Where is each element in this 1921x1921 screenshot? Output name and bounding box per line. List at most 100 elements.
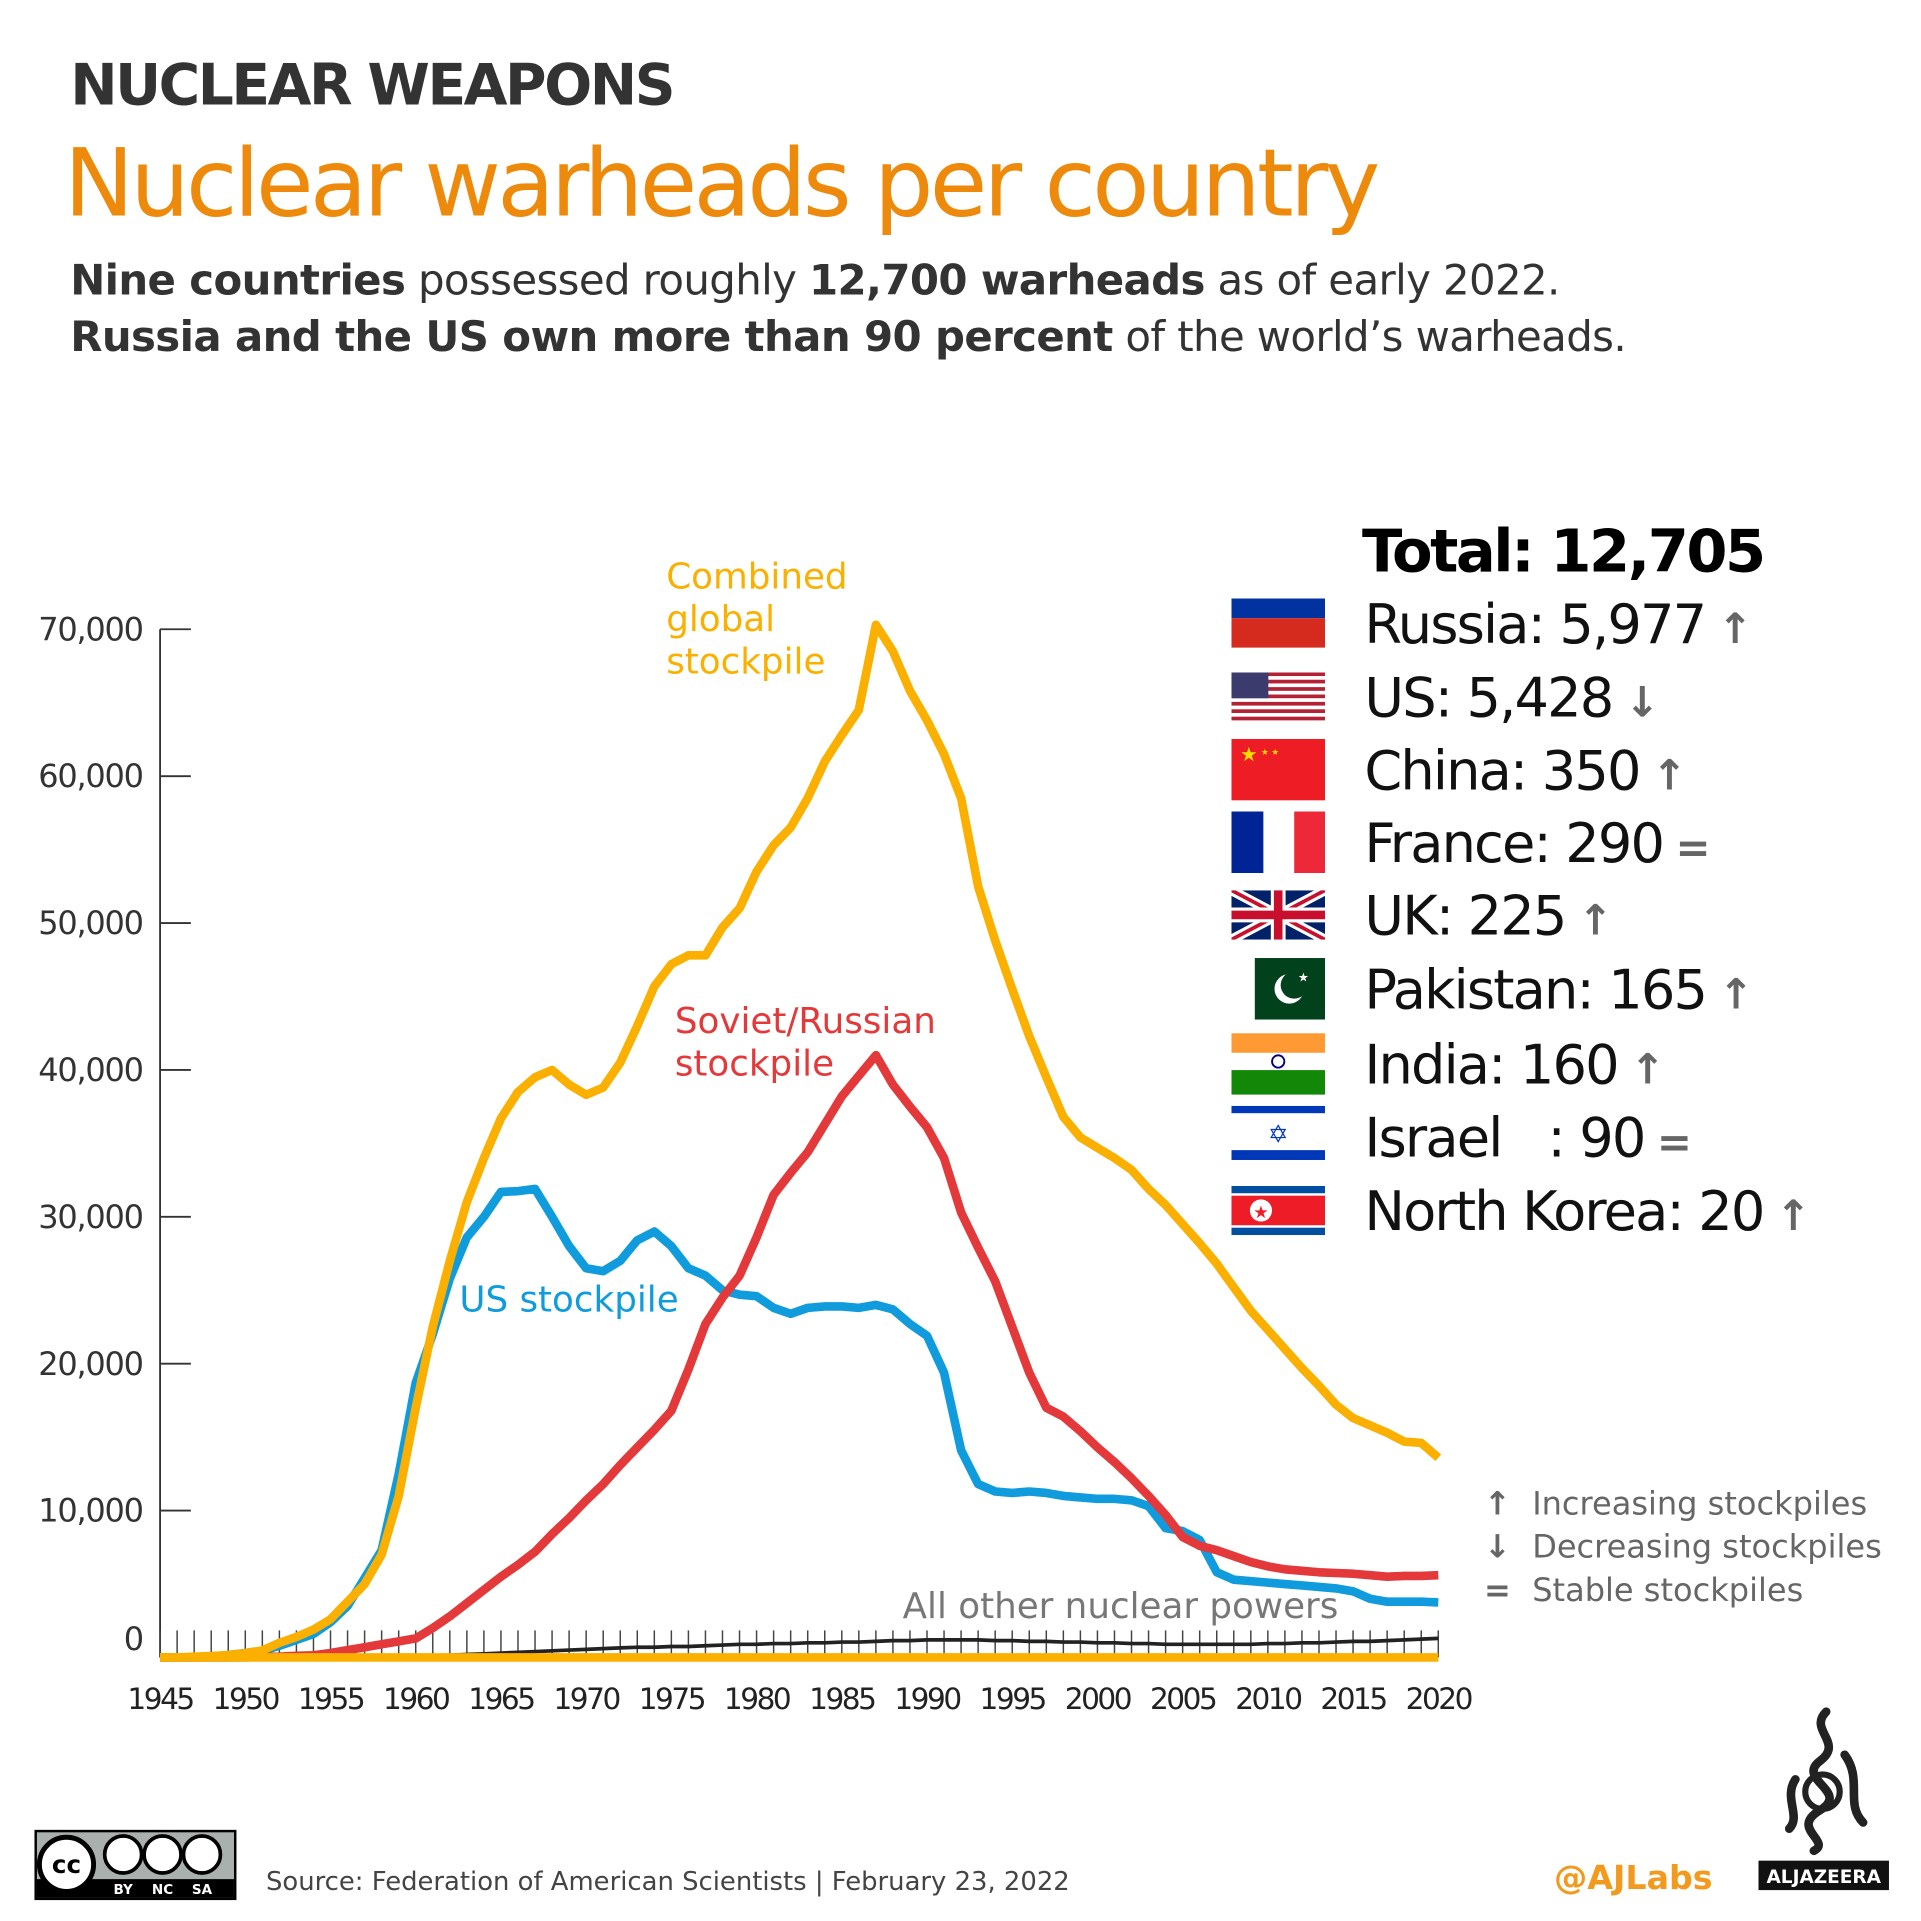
description-line-2: Russia and the US own more than 90 perce… (70, 313, 1626, 362)
x-tick-label: 1945 (127, 1682, 193, 1716)
india-flag-icon (1231, 1033, 1325, 1099)
x-tick-label: 1960 (383, 1682, 449, 1716)
series-label: Soviet/Russian (675, 1001, 936, 1042)
series-label: US stockpile (459, 1279, 678, 1320)
x-tick-label: 1965 (468, 1682, 534, 1716)
israel-flag-icon: ✡ (1231, 1105, 1325, 1172)
series-label: global (666, 599, 775, 640)
legend-row: ★ Pakistan: 165 ↑ (1231, 957, 1754, 1026)
legend-row-label: France: 290 = (1364, 812, 1710, 876)
x-tick-label: 1985 (809, 1682, 875, 1716)
trend-up-icon: ↑ (1775, 1192, 1811, 1242)
legend-row: ★ North Korea: 20 ↑ (1231, 1178, 1811, 1247)
y-tick-label: 70,000 (38, 610, 143, 648)
russia-flag-icon (1231, 598, 1325, 652)
series-line-combined-global-stockpile (160, 620, 1442, 1662)
creative-commons-badge: cc BY NC SA (34, 1829, 237, 1901)
y-tick-label: 20,000 (38, 1345, 143, 1383)
svg-text:✡: ✡ (1268, 1120, 1289, 1149)
legend-row-label: Israel : 90 = (1364, 1107, 1692, 1170)
description-run: Russia and the US own more than 90 perce… (70, 312, 1113, 363)
legend-row-label: North Korea: 20 ↑ (1364, 1181, 1811, 1244)
description-run: as of early 2022. (1204, 256, 1561, 306)
legend-row-label: China: 350 ↑ (1364, 740, 1687, 803)
key-symbol-icon: = (1483, 1572, 1511, 1610)
uk-flag-icon (1231, 890, 1325, 944)
pakistan-flag-icon: ★ (1231, 958, 1325, 1024)
trend-stable-icon: = (1675, 823, 1710, 874)
key-label: Increasing stockpiles (1522, 1486, 1868, 1524)
svg-text:★ ★: ★ ★ (1261, 748, 1279, 758)
x-tick-label: 1975 (639, 1682, 705, 1716)
x-tick-label: 2020 (1406, 1682, 1472, 1716)
country-count: US: 5,428 (1364, 667, 1614, 731)
svg-text:SA: SA (192, 1882, 213, 1898)
us-flag-icon (1231, 672, 1325, 726)
y-tick-label: 50,000 (38, 904, 143, 942)
svg-text:★: ★ (1240, 743, 1258, 766)
legend-row: ✡ Israel : 90 = (1231, 1105, 1692, 1174)
trend-up-icon: ↑ (1717, 604, 1753, 654)
cc-license-icon: cc BY NC SA (36, 1832, 234, 1898)
svg-text:NC: NC (152, 1882, 173, 1898)
series-label: stockpile (675, 1044, 834, 1085)
series-line-soviet-russian-stockpile (160, 1050, 1439, 1662)
country-count: UK: 225 (1364, 885, 1567, 949)
x-tick-label: 1955 (298, 1682, 364, 1716)
description-run: possessed roughly (405, 256, 810, 306)
legend-total: Total: 12,705 (1361, 517, 1766, 587)
key-item: ↓ Decreasing stockpiles (1473, 1529, 1882, 1566)
svg-text:BY: BY (113, 1882, 133, 1898)
legend-row-label: UK: 225 ↑ (1364, 885, 1613, 949)
country-count: India: 160 (1364, 1034, 1619, 1098)
legend-row: Russia: 5,977 ↑ (1231, 591, 1753, 660)
key-symbol-icon: ↑ (1483, 1486, 1511, 1524)
key-label: Decreasing stockpiles (1522, 1529, 1882, 1567)
y-tick-label: 10,000 (38, 1492, 143, 1530)
svg-text:★: ★ (1298, 970, 1309, 984)
key-item: ↑ Increasing stockpiles (1473, 1486, 1867, 1523)
description-run: 12,700 warheads (809, 256, 1205, 306)
china-flag-icon: ★ ★ ★ (1231, 738, 1325, 805)
page-title: Nuclear warheads per country (64, 128, 1380, 238)
key-symbol-icon: ↓ (1483, 1529, 1511, 1567)
legend-row-label: US: 5,428 ↓ (1364, 667, 1659, 731)
aljazeera-logo-icon: ALJAZEERA (1758, 1707, 1889, 1891)
x-tick-label: 1995 (980, 1682, 1046, 1716)
country-count: France: 290 (1364, 812, 1665, 876)
country-count: China: 350 (1364, 740, 1641, 803)
x-tick-label: 1980 (724, 1682, 790, 1716)
key-item: = Stable stockpiles (1473, 1573, 1803, 1610)
legend-row: ★ ★ ★ China: 350 ↑ (1231, 738, 1687, 807)
x-tick-label: 1950 (213, 1682, 279, 1716)
country-count: Israel : 90 (1364, 1107, 1646, 1170)
country-count: Russia: 5,977 (1364, 593, 1707, 657)
trend-up-icon: ↑ (1577, 896, 1613, 946)
y-tick-label: 30,000 (38, 1198, 143, 1236)
kicker-heading: NUCLEAR WEAPONS (70, 51, 675, 119)
series-label: Combined (666, 557, 847, 598)
series-label: stockpile (666, 642, 825, 683)
legend-row: UK: 225 ↑ (1231, 883, 1613, 952)
aljazeera-logo: ALJAZEERA (1758, 1706, 1889, 1891)
x-tick-label: 2015 (1320, 1682, 1386, 1716)
x-tick-label: 2005 (1150, 1682, 1216, 1716)
trend-up-icon: ↑ (1630, 1045, 1665, 1095)
legend-row-label: Russia: 5,977 ↑ (1364, 593, 1753, 657)
france-flag-icon (1231, 811, 1325, 877)
legend-row: India: 160 ↑ (1231, 1032, 1665, 1101)
description-run: Nine countries (70, 256, 406, 306)
y-tick-label: 0 (124, 1620, 143, 1658)
key-label: Stable stockpiles (1522, 1572, 1804, 1610)
legend-row: US: 5,428 ↓ (1231, 665, 1660, 734)
y-tick-label: 60,000 (38, 757, 143, 795)
trend-stable-icon: = (1656, 1118, 1692, 1168)
legend-row-label: India: 160 ↑ (1364, 1034, 1665, 1098)
x-tick-label: 2010 (1235, 1682, 1301, 1716)
series-label: All other nuclear powers (903, 1586, 1339, 1627)
svg-text:cc: cc (52, 1850, 81, 1879)
source-note: Source: Federation of American Scientist… (265, 1866, 1070, 1897)
x-tick-label: 2000 (1065, 1682, 1131, 1716)
country-count: Pakistan: 165 (1364, 959, 1708, 1023)
